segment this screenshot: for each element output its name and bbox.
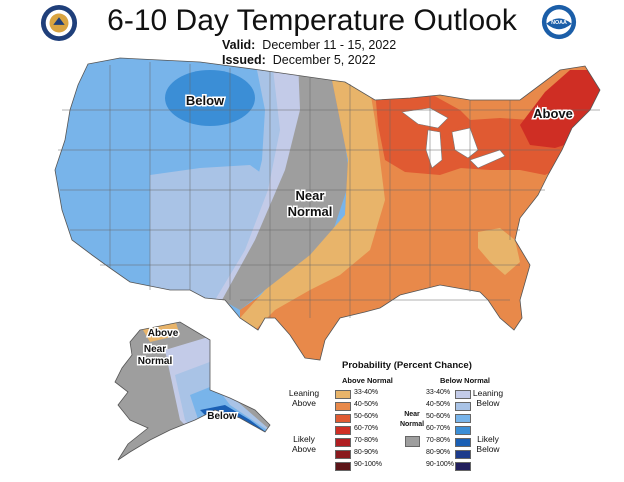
legend-below-swatch: [455, 462, 471, 471]
probability-legend: Probability (Percent Chance) Above Norma…: [280, 358, 510, 480]
legend-above-swatch: [335, 402, 351, 411]
legend-above-range: 40-50%: [354, 401, 379, 408]
label-below-west: Below: [186, 93, 225, 108]
legend-below-range: 90-100%: [426, 461, 455, 468]
legend-below-range: 70-80%: [426, 437, 451, 444]
legend-above-range: 70-80%: [354, 437, 379, 444]
svg-text:NOAA: NOAA: [551, 20, 567, 26]
zone-below-40-50: [150, 165, 268, 300]
noaa-logo-icon: NOAA: [541, 4, 577, 40]
legend-above-swatch: [335, 462, 351, 471]
legend-above-swatch: [335, 450, 351, 459]
legend-likely-above: Likely Above: [291, 434, 317, 454]
legend-above-range: 50-60%: [354, 413, 379, 420]
legend-below-swatch: [455, 414, 471, 423]
legend-below-range: 40-50%: [426, 401, 451, 408]
label-near-normal-2: Normal: [288, 204, 333, 219]
state-boundaries: [58, 62, 600, 318]
legend-above-swatch: [335, 438, 351, 447]
label-above-ne: Above: [533, 106, 573, 121]
label-ak-above: Above: [148, 328, 179, 339]
zone-above-33-40-se: [478, 228, 520, 275]
alaska-outline: [114, 321, 271, 461]
legend-below-range: 33-40%: [426, 389, 451, 396]
label-ak-near-2: Normal: [138, 356, 173, 367]
legend-below-swatch: [455, 390, 471, 399]
legend-above-swatch: [335, 426, 351, 435]
legend-leaning-below: Leaning Below: [472, 388, 504, 408]
legend-above-range: 90-100%: [354, 461, 383, 468]
legend-title: Probability (Percent Chance): [342, 360, 472, 371]
zone-below-60-70: [165, 70, 255, 126]
legend-below-swatch: [455, 426, 471, 435]
great-lakes: [401, 107, 506, 169]
legend-below-range: 50-60%: [426, 413, 451, 420]
legend-above-range: 33-40%: [354, 389, 379, 396]
legend-near-normal: Near Normal: [399, 411, 425, 428]
legend-above-range: 80-90%: [354, 449, 379, 456]
legend-below-swatch: [455, 402, 471, 411]
legend-below-header: Below Normal: [440, 376, 491, 385]
zone-above-33-40: [240, 60, 385, 330]
legend-above-header: Above Normal: [342, 376, 393, 385]
legend-below-swatch: [455, 438, 471, 447]
legend-above-swatch: [335, 390, 351, 399]
alaska-zones: [115, 322, 270, 460]
label-ak-near-1: Near: [144, 344, 166, 355]
legend-likely-below: Likely Below: [476, 434, 500, 454]
issued-date: Issued: December 5, 2022: [222, 53, 376, 67]
legend-below-range: 60-70%: [426, 425, 451, 432]
legend-above-swatch: [335, 414, 351, 423]
legend-leaning-above: Leaning Above: [288, 388, 320, 408]
legend-above-range: 60-70%: [354, 425, 379, 432]
department-seal-icon: [40, 4, 78, 42]
valid-dates: Valid: December 11 - 15, 2022: [222, 38, 397, 52]
label-ak-below: Below: [207, 411, 237, 422]
legend-near-swatch: [405, 436, 420, 447]
label-near-normal-1: Near: [296, 188, 325, 203]
legend-below-range: 80-90%: [426, 449, 451, 456]
page-title: 6-10 Day Temperature Outlook: [107, 4, 517, 37]
legend-below-swatch: [455, 450, 471, 459]
